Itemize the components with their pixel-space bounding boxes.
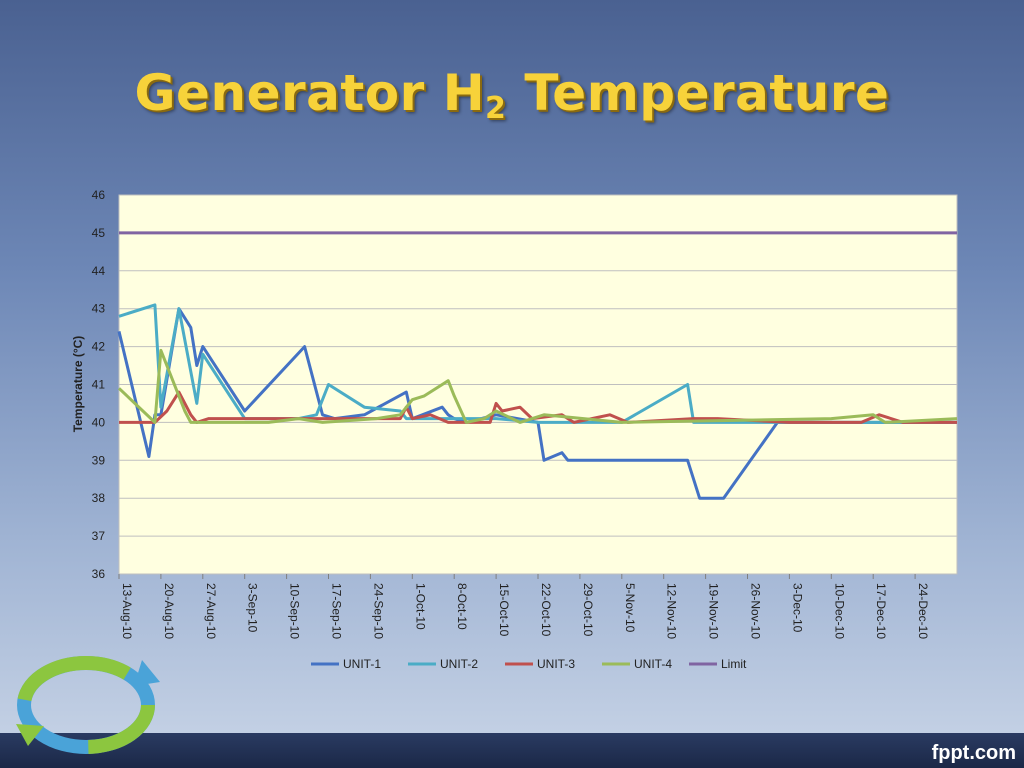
- x-tick-label: 15-Oct-10: [497, 583, 511, 637]
- x-tick-label: 19-Nov-10: [707, 583, 721, 639]
- series-line-unit-4: [117, 348, 958, 424]
- x-tick-label: 3-Dec-10: [790, 583, 804, 633]
- x-tick-label: 10-Sep-10: [288, 583, 302, 639]
- legend-label: UNIT-4: [634, 657, 672, 671]
- y-axis-title: Temperature (°C): [71, 336, 85, 433]
- x-tick-label: 24-Dec-10: [916, 583, 930, 639]
- title-main: Generator H: [134, 64, 486, 122]
- series-lines: [117, 231, 958, 500]
- footer-bar: [0, 733, 1024, 768]
- legend-label: Limit: [721, 657, 747, 671]
- y-tick-label: 42: [92, 340, 106, 354]
- title-subscript: 2: [485, 91, 507, 126]
- legend-label: UNIT-2: [440, 657, 478, 671]
- y-tick-label: 46: [92, 188, 106, 202]
- y-tick-label: 36: [92, 567, 106, 581]
- x-tick-label: 22-Oct-10: [539, 583, 553, 637]
- legend-label: UNIT-1: [343, 657, 381, 671]
- x-tick-label: 10-Dec-10: [832, 583, 846, 639]
- recycle-arrows-logo: [16, 656, 160, 754]
- x-tick-label: 3-Sep-10: [246, 583, 260, 633]
- x-tick-label: 1-Oct-10: [413, 583, 427, 630]
- y-tick-label: 40: [92, 415, 106, 429]
- y-tick-label: 44: [92, 264, 106, 278]
- y-tick-label: 37: [92, 529, 106, 543]
- x-tick-label: 20-Aug-10: [162, 583, 176, 639]
- x-tick-label: 5-Nov-10: [623, 583, 637, 633]
- y-tick-label: 41: [92, 378, 106, 392]
- x-tick-label: 12-Nov-10: [665, 583, 679, 639]
- y-tick-label: 45: [92, 226, 106, 240]
- x-tick-label: 8-Oct-10: [455, 583, 469, 630]
- footer-brand: fppt.com: [931, 742, 1016, 764]
- legend-label: UNIT-3: [537, 657, 575, 671]
- series-line-unit-1: [117, 307, 957, 500]
- y-tick-label: 43: [92, 302, 106, 316]
- x-tick-label: 29-Oct-10: [581, 583, 595, 637]
- x-tick-label: 13-Aug-10: [120, 583, 134, 639]
- x-tick-label: 17-Dec-10: [874, 583, 888, 639]
- legend: UNIT-1 UNIT-2 UNIT-3 UNIT-4 Limit: [311, 657, 747, 671]
- y-tick-label: 39: [92, 453, 106, 467]
- slide-title: Generator H2 Temperature: [0, 64, 1024, 126]
- y-tick-label: 38: [92, 491, 106, 505]
- x-tick-label: 17-Sep-10: [330, 583, 344, 639]
- title-end: Temperature: [506, 64, 890, 122]
- y-axis-ticks: 36 37 38 39 40 41 42 43 44 45 46: [92, 188, 106, 581]
- x-tick-label: 24-Sep-10: [371, 583, 385, 639]
- x-tick-label: 26-Nov-10: [749, 583, 763, 639]
- x-tick-label: 27-Aug-10: [204, 583, 218, 639]
- x-axis-ticks: 13-Aug-10 20-Aug-10 27-Aug-10 3-Sep-10 10-Se…: [118, 574, 930, 639]
